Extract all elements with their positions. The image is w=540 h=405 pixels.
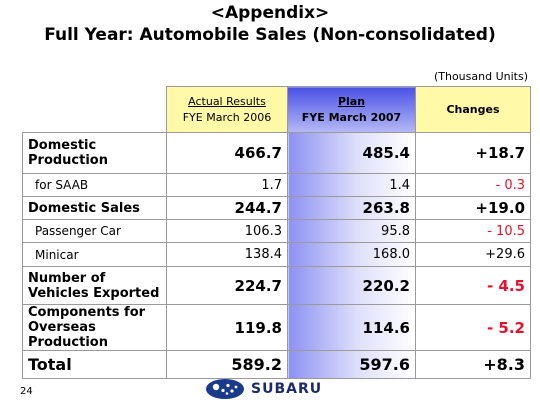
change-value: - 10.5 <box>415 219 531 243</box>
row-label: for SAAB <box>22 173 167 197</box>
logo-wordmark: SUBARU <box>251 381 323 397</box>
actual-header-line1: Actual Results <box>188 94 266 108</box>
column-header-actual: Actual Results FYE March 2006 <box>166 86 288 133</box>
plan-header-line1: Plan <box>337 94 366 108</box>
row-label: Minicar <box>22 242 167 267</box>
row-label: Components for Overseas Production <box>22 304 167 351</box>
sales-table: Actual Results FYE March 2006 Plan FYE M… <box>22 86 531 379</box>
plan-header-line2: FYE March 2007 <box>301 110 402 124</box>
plan-value: 263.8 <box>287 196 416 220</box>
plan-value: 114.6 <box>287 304 416 351</box>
plan-value: 597.6 <box>287 350 416 379</box>
table-row: Number of Vehicles Exported 224.7 220.2 … <box>22 266 531 305</box>
plan-value: 485.4 <box>287 132 416 174</box>
column-header-plan: Plan FYE March 2007 <box>287 86 416 133</box>
change-value: +29.6 <box>415 242 531 267</box>
table-header-row: Actual Results FYE March 2006 Plan FYE M… <box>23 86 531 133</box>
change-value: +18.7 <box>415 132 531 174</box>
actual-value: 119.8 <box>166 304 288 351</box>
row-label: Domestic Sales <box>22 196 167 220</box>
actual-value: 138.4 <box>166 242 288 267</box>
column-header-changes: Changes <box>415 86 531 133</box>
header-blank-cell <box>23 87 167 133</box>
units-note: (Thousand Units) <box>433 70 528 83</box>
change-value: +19.0 <box>415 196 531 220</box>
table-row: Passenger Car 106.3 95.8 - 10.5 <box>22 219 531 243</box>
plan-value: 220.2 <box>287 266 416 305</box>
change-value: - 5.2 <box>415 304 531 351</box>
change-value: +8.3 <box>415 350 531 379</box>
actual-value: 106.3 <box>166 219 288 243</box>
row-label: Total <box>22 350 167 379</box>
table-row: Minicar 138.4 168.0 +29.6 <box>22 242 531 267</box>
plan-value: 95.8 <box>287 219 416 243</box>
actual-value: 224.7 <box>166 266 288 305</box>
row-label: Number of Vehicles Exported <box>22 266 167 305</box>
table-row: Domestic Sales 244.7 263.8 +19.0 <box>22 196 531 220</box>
plan-value: 168.0 <box>287 242 416 267</box>
page-title: Full Year: Automobile Sales (Non-consoli… <box>44 25 496 45</box>
actual-value: 466.7 <box>166 132 288 174</box>
change-value: - 0.3 <box>415 173 531 197</box>
actual-value: 1.7 <box>166 173 288 197</box>
actual-value: 589.2 <box>166 350 288 379</box>
table-row: Components for Overseas Production 119.8… <box>22 304 531 351</box>
subaru-logo: SUBARU <box>205 378 322 400</box>
row-label: Domestic Production <box>22 132 167 174</box>
table-row: Domestic Production 466.7 485.4 +18.7 <box>22 132 531 174</box>
subaru-pleiades-icon <box>206 379 244 399</box>
actual-header-line2: FYE March 2006 <box>182 110 272 124</box>
table-row: for SAAB 1.7 1.4 - 0.3 <box>22 173 531 197</box>
change-value: - 4.5 <box>415 266 531 305</box>
row-label: Passenger Car <box>22 219 167 243</box>
table-row-total: Total 589.2 597.6 +8.3 <box>22 350 531 379</box>
page-number: 24 <box>20 386 33 397</box>
plan-value: 1.4 <box>287 173 416 197</box>
actual-value: 244.7 <box>166 196 288 220</box>
appendix-label: <Appendix> <box>210 3 330 23</box>
